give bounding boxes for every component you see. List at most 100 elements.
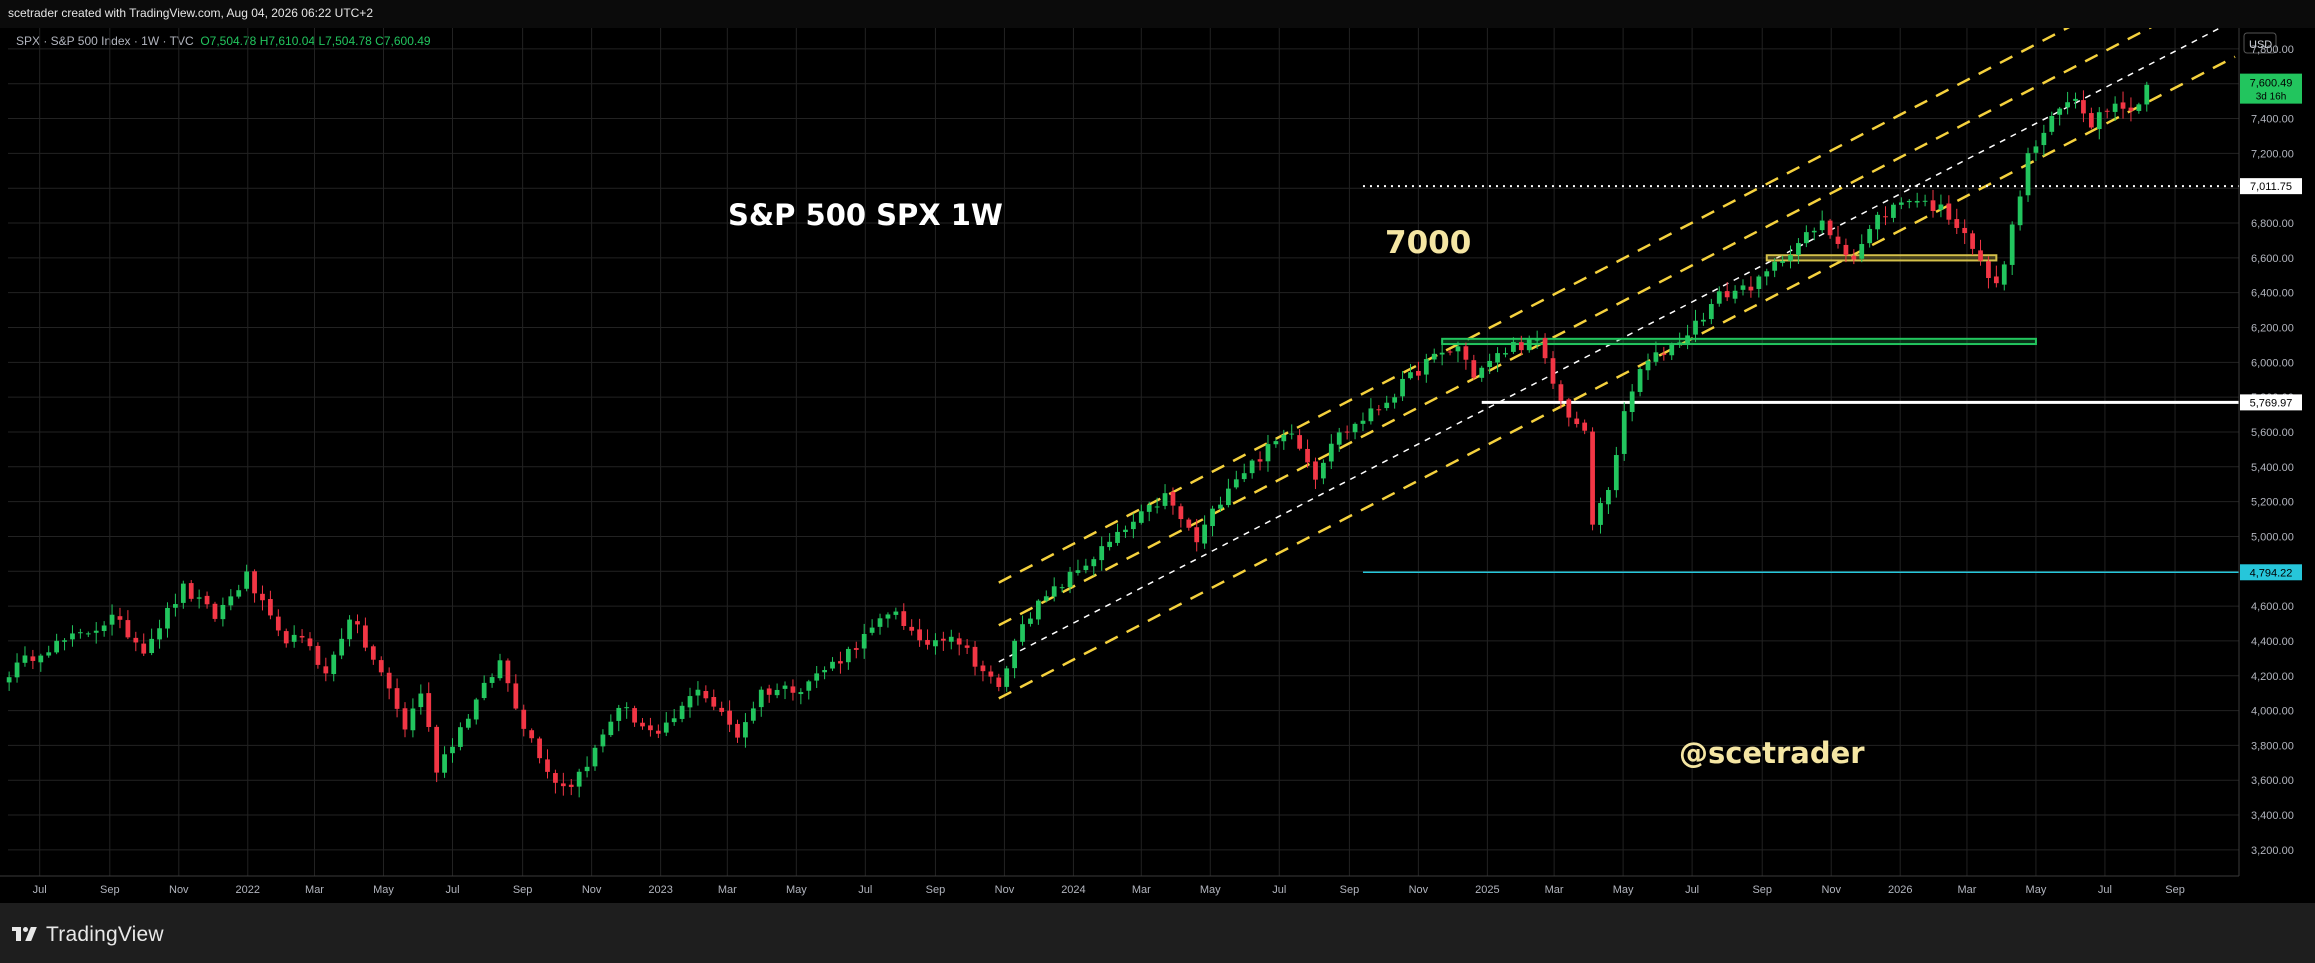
candle bbox=[1218, 496, 1223, 513]
candle bbox=[260, 585, 265, 611]
candle-body bbox=[188, 583, 194, 599]
candle bbox=[1764, 268, 1770, 286]
candle bbox=[101, 621, 107, 637]
candle bbox=[1582, 419, 1588, 435]
candle bbox=[600, 729, 606, 753]
candle bbox=[1550, 351, 1556, 390]
candle bbox=[624, 702, 630, 719]
candle-body bbox=[212, 603, 218, 619]
candle bbox=[576, 768, 582, 798]
candle bbox=[1803, 225, 1809, 248]
candle-body bbox=[901, 611, 907, 626]
candle-body bbox=[1811, 230, 1817, 233]
y-tick-label: 4,000.00 bbox=[2251, 706, 2294, 718]
candle bbox=[640, 718, 645, 730]
candle-body bbox=[948, 636, 954, 642]
candle-body bbox=[426, 693, 432, 727]
candle bbox=[679, 701, 685, 723]
symbol-legend[interactable]: SPX · S&P 500 Index · 1W · TVC O7,504.78… bbox=[16, 34, 431, 48]
candle-body bbox=[1938, 204, 1944, 210]
price-chart[interactable]: S&P 500 SPX 1W 7000 @scetrader USD 3,200… bbox=[0, 28, 2315, 903]
candle-body bbox=[560, 783, 566, 787]
x-tick-label: May bbox=[1613, 884, 1634, 896]
candle bbox=[1265, 434, 1271, 472]
support-level-tag bbox=[2240, 394, 2302, 411]
candle bbox=[1305, 439, 1310, 468]
candle bbox=[1384, 395, 1390, 411]
candle bbox=[386, 667, 392, 700]
candle-body bbox=[1202, 524, 1208, 544]
candle bbox=[996, 673, 1002, 692]
candle bbox=[1194, 518, 1200, 552]
x-axis-labels: Jul Sep Nov 2022 Mar May Jul Sep Nov 2023 Mar May Ju… bbox=[33, 884, 2185, 896]
candle-body bbox=[1629, 391, 1635, 413]
candle-body bbox=[1035, 600, 1041, 620]
candle bbox=[1645, 353, 1651, 380]
x-tick-label: Jul bbox=[2098, 884, 2112, 896]
candle-body bbox=[70, 633, 75, 640]
candle bbox=[2136, 102, 2142, 114]
y-tick-label: 3,400.00 bbox=[2251, 810, 2294, 822]
candle-body bbox=[1613, 455, 1619, 491]
candle bbox=[220, 597, 226, 627]
candle bbox=[1146, 501, 1152, 522]
candle bbox=[165, 602, 170, 638]
candle-body bbox=[1954, 219, 1960, 228]
candle-body bbox=[1249, 460, 1255, 474]
candle-body bbox=[1859, 244, 1865, 259]
candle bbox=[711, 689, 717, 711]
candle bbox=[1392, 393, 1398, 409]
candle-body bbox=[703, 691, 709, 699]
candle bbox=[663, 712, 669, 737]
x-tick-label: May bbox=[1200, 884, 1221, 896]
candle-body bbox=[1835, 236, 1841, 244]
candle-body bbox=[133, 637, 139, 643]
x-tick-label: Jul bbox=[33, 884, 47, 896]
candle-body bbox=[1273, 441, 1279, 445]
candle bbox=[283, 628, 289, 648]
candle-body bbox=[1898, 202, 1904, 205]
tradingview-brand: TradingView bbox=[46, 923, 164, 946]
x-tick-label: Jul bbox=[1272, 884, 1286, 896]
y-tick-label: 6,200.00 bbox=[2251, 322, 2294, 334]
candles bbox=[6, 81, 2150, 798]
candle bbox=[529, 728, 535, 743]
candle bbox=[1416, 361, 1421, 381]
candle bbox=[1289, 424, 1295, 440]
currency-button[interactable] bbox=[2243, 32, 2277, 54]
candle-body bbox=[933, 640, 938, 647]
support-level-tag-label: 5,769.97 bbox=[2250, 397, 2293, 409]
candle-body bbox=[220, 604, 226, 620]
candle-body bbox=[1265, 444, 1271, 462]
candle bbox=[363, 617, 368, 652]
candle bbox=[355, 614, 360, 634]
candle bbox=[1835, 225, 1841, 249]
x-tick-label: Nov bbox=[582, 884, 602, 896]
x-tick-label: Mar bbox=[1132, 884, 1151, 896]
last-price-label: 7,600.49 bbox=[2250, 78, 2293, 90]
candle-body bbox=[750, 708, 756, 721]
candle bbox=[814, 665, 820, 689]
candle-body bbox=[1162, 493, 1168, 506]
candle-body bbox=[663, 722, 669, 733]
candle bbox=[1004, 665, 1010, 692]
candle-body bbox=[370, 646, 376, 660]
candle bbox=[1740, 279, 1746, 296]
candle bbox=[830, 657, 835, 671]
y-tick-label: 4,600.00 bbox=[2251, 601, 2294, 613]
candle-body bbox=[1621, 411, 1627, 454]
ohlc-open: O7,504.78 bbox=[200, 34, 257, 48]
ohlc-close: C7,600.49 bbox=[375, 34, 431, 48]
candle bbox=[545, 749, 550, 779]
tradingview-logo[interactable]: TradingView bbox=[12, 923, 164, 947]
y-tick-label: 5,400.00 bbox=[2251, 462, 2294, 474]
candle-body bbox=[78, 632, 83, 634]
candle-body bbox=[521, 709, 527, 729]
candle-body bbox=[497, 660, 503, 679]
candle-body bbox=[6, 677, 12, 683]
candle bbox=[1281, 429, 1287, 450]
candle-body bbox=[782, 685, 788, 689]
candle-body bbox=[1423, 359, 1429, 375]
candle-body bbox=[1043, 596, 1049, 601]
candle bbox=[1273, 438, 1279, 448]
